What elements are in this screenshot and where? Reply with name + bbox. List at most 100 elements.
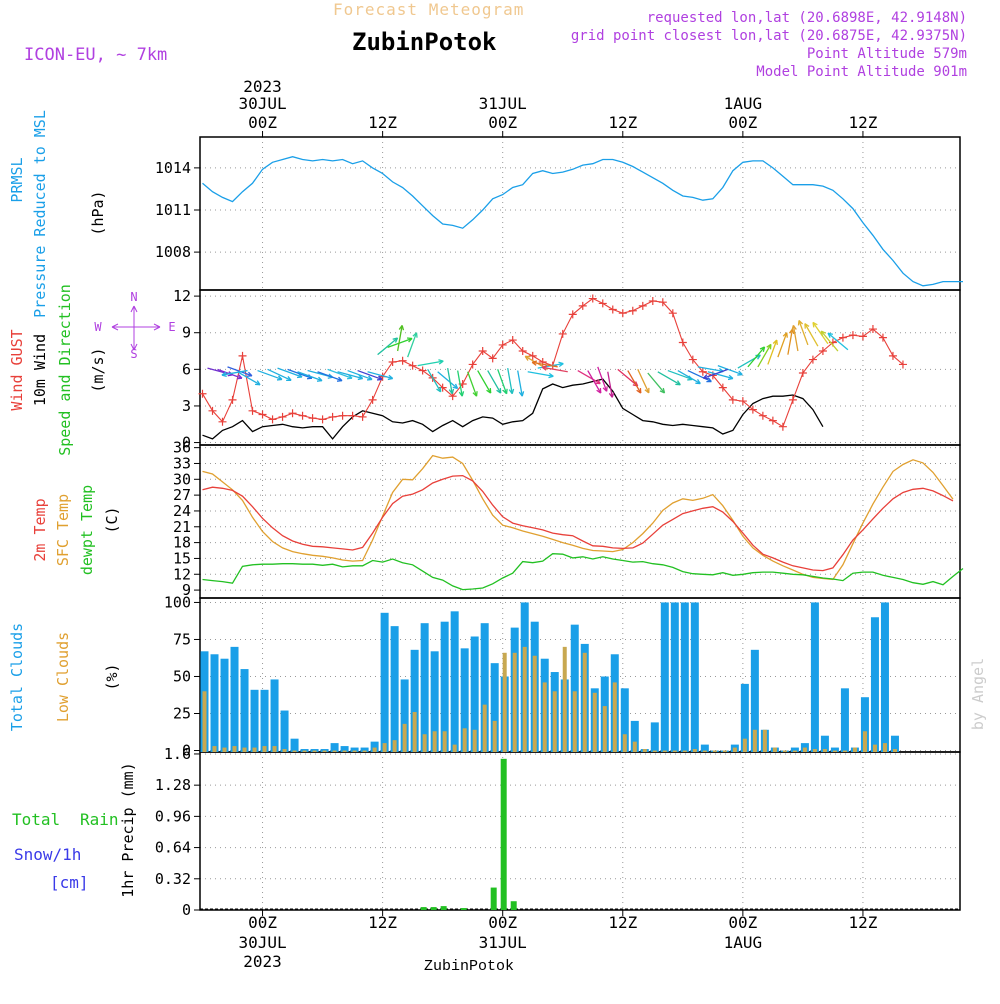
low-cloud-bar (842, 750, 847, 752)
bottom-hour-label: 12Z (608, 913, 637, 932)
low-cloud-bar (252, 747, 257, 752)
closest-point: grid point closest lon,lat (20.6875E, 42… (570, 28, 967, 44)
low-cloud-bar (742, 738, 747, 752)
wind-arrow (477, 370, 492, 394)
total-cloud-bar (210, 654, 219, 752)
wind-ytick-label: 9 (182, 324, 191, 342)
total-cloud-bar (450, 611, 459, 752)
gust-marker (348, 411, 357, 420)
wind-arrowhead (518, 391, 525, 397)
low-cloud-bar (672, 750, 677, 752)
compass-e: E (168, 320, 175, 334)
low-cloud-bar (892, 749, 897, 752)
location-title: ZubinPotok (352, 28, 497, 56)
gust-marker (878, 333, 887, 342)
gust-marker (658, 298, 667, 307)
wind-arrow (667, 369, 693, 381)
gust-marker (398, 356, 407, 365)
total-cloud-bar (820, 735, 829, 752)
low-cloud-bar (432, 731, 437, 752)
precip-bar (460, 908, 467, 910)
low-cloud-bar (332, 750, 337, 752)
gust-marker (678, 338, 687, 347)
total-cloud-bar (750, 649, 759, 752)
wind-arrowhead (387, 374, 394, 381)
low-cloud-bar (442, 731, 447, 752)
gust-marker (318, 415, 327, 424)
total-cloud-bar (620, 688, 629, 752)
low-cloud-bar (622, 734, 627, 752)
wind-arrowhead (636, 388, 642, 394)
gust-marker (498, 340, 507, 349)
model-label: ICON-EU, ~ 7km (24, 45, 168, 65)
model-altitude: Model Point Altitude 901m (756, 64, 967, 80)
gust-marker (288, 409, 297, 418)
total-cloud-bar (680, 602, 689, 752)
total-cloud-bar (360, 747, 369, 752)
wind-arrowhead (502, 388, 508, 395)
temperature-ytick-label: 36 (173, 439, 191, 457)
gust-marker (328, 412, 337, 421)
wind-arrow (467, 371, 478, 397)
total-cloud-bar (890, 735, 899, 752)
low-cloud-bar (312, 750, 317, 752)
wind-arrow (267, 368, 292, 381)
total-cloud-bar (330, 743, 339, 752)
wind-arrow (327, 368, 353, 379)
precip-unit: 1hr Precip (mm) (119, 762, 137, 897)
wind-label-gust: Wind GUST (8, 329, 26, 410)
temperature-ytick-label: 27 (173, 486, 191, 504)
gust-marker (728, 395, 737, 404)
wind-arrow (757, 344, 772, 368)
gust-marker (618, 309, 627, 318)
low-cloud-bar (502, 652, 507, 752)
low-cloud-bar (392, 740, 397, 752)
low-cloud-bar (492, 720, 497, 752)
total-cloud-bar (290, 738, 299, 752)
wind-arrow (337, 371, 363, 380)
precip-bar (430, 907, 437, 910)
bottom-date-label: 1AUG (724, 933, 763, 952)
wind-arrow (317, 371, 343, 382)
wind-ytick-label: 12 (173, 287, 191, 305)
total-cloud-bar (220, 658, 229, 752)
low-cloud-bar (652, 750, 657, 752)
wind-arrowhead (558, 361, 564, 368)
pressure-ytick-label: 1011 (155, 201, 191, 219)
temperature-ytick-label: 33 (173, 454, 191, 472)
gust-marker (818, 347, 827, 356)
clouds-ytick-label: 50 (173, 667, 191, 685)
wind-arrowhead (608, 392, 615, 398)
gust-marker (648, 296, 657, 305)
wind-arrow (357, 369, 383, 381)
low-cloud-bar (642, 749, 647, 752)
pressure-frame (199, 136, 961, 291)
gust-marker (758, 411, 767, 420)
total-cloud-bar (250, 689, 259, 752)
wind-arrow (396, 325, 403, 352)
total-cloud-bar (570, 624, 579, 752)
gust-marker (248, 406, 257, 415)
total-cloud-bar (350, 747, 359, 752)
total-cloud-bar (380, 612, 389, 752)
total-cloud-bar (440, 621, 449, 752)
total-cloud-bar (480, 623, 489, 752)
bottom-date-label: 30JUL (238, 933, 286, 952)
wind-arrowhead (782, 332, 788, 338)
wind-arrow (277, 367, 303, 378)
wind-arrow (627, 370, 642, 394)
low-cloud-bar (862, 731, 867, 752)
gust-marker (598, 299, 607, 308)
gust-marker (528, 351, 537, 360)
gust-marker (568, 310, 577, 319)
total-cloud-bar (230, 646, 239, 752)
wind-label-10m: 10m Wind (31, 334, 49, 406)
total-cloud-bar (270, 679, 279, 752)
gust-marker (838, 333, 847, 342)
pressure-unit: (hPa) (89, 190, 107, 235)
low-cloud-bar (232, 746, 237, 752)
gust-marker (228, 395, 237, 404)
clouds-unit: (%) (103, 663, 121, 690)
gust-marker (688, 355, 697, 364)
total-cloud-bar (880, 602, 889, 752)
